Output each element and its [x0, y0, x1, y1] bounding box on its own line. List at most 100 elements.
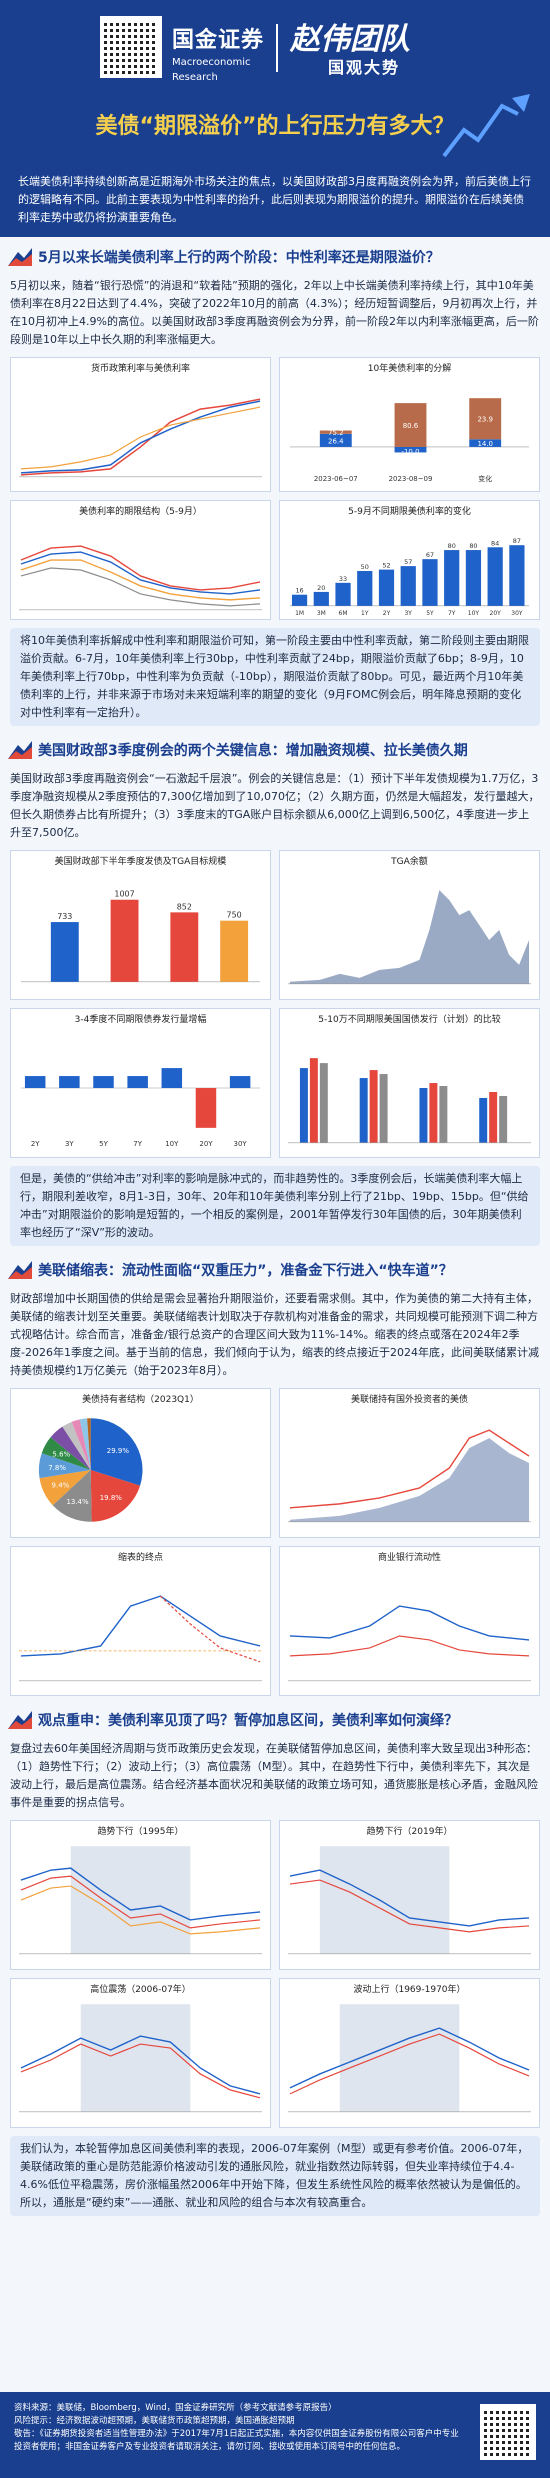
chart-issuance-compare: 5-10万不同期限美国国债发行（计划）的比较 — [279, 1008, 540, 1158]
brand-en-1: Macroeconomic — [172, 57, 251, 68]
s2-charts-row-1: 美国财政部下半年季度发债及TGA目标规模 733 1007 852 750 TGA余额 — [0, 846, 550, 1004]
bar — [220, 920, 249, 982]
pie-slice — [90, 1418, 143, 1486]
tga-area — [287, 890, 532, 985]
data-label: 750 — [227, 911, 242, 920]
s3-charts-row-2: 缩表的终点 商业银行流动性 — [0, 1542, 550, 1700]
chart-title: 10年美债利率的分解 — [367, 364, 452, 374]
bar — [110, 899, 139, 982]
increase-bars: 2Y 3Y 5Y 7Y 10Y 20Y 30Y — [20, 1068, 261, 1148]
section-2-title-text: 美国财政部3季度例会的两个关键信息：增加融资规模、拉长美债久期 — [38, 743, 468, 759]
section-4-title-text: 观点重申：美债利率见顶了吗？暂停加息区间，美债利率如何演绎？ — [38, 1713, 458, 1729]
data-label: 23.9 — [477, 416, 493, 424]
bar — [487, 547, 503, 606]
section-3-title-text: 美联储缩表：流动性面临“双重压力”，准备金下行进入“快车道”？ — [38, 1263, 453, 1279]
bar — [400, 566, 416, 606]
tick-label: 2023-06~07 — [314, 475, 358, 483]
brand-en-2: Research — [172, 72, 218, 83]
brand: 国金证券 Macroeconomic Research — [172, 22, 264, 84]
data-label: 50 — [361, 563, 369, 571]
pie-slice — [41, 1437, 91, 1471]
tick-label: 5Y — [99, 1140, 108, 1148]
bar — [195, 1088, 217, 1128]
data-label: 52 — [382, 562, 390, 570]
s4-paragraph-1: 复盘过去60年美国经济周期与货币政策历史会发现，在美联储暂停加息区间，美债利率大… — [10, 1742, 538, 1809]
chart-tga-balance: TGA余额 — [279, 850, 540, 1000]
s3-charts-row-1: 美债持有者结构（2023Q1） 29.9% 19.8% 13.4% 9.4% 7.8% 5… — [0, 1384, 550, 1542]
data-label: 13.4% — [66, 1498, 89, 1506]
chart-fed-holdings: 美联储持有国外投资者的美债 — [279, 1388, 540, 1538]
section-2-title: 美国财政部3季度例会的两个关键信息：增加融资规模、拉长美债久期 — [0, 730, 550, 766]
chart-title: TGA余额 — [391, 857, 428, 867]
footer: 资料来源：美联储，Bloomberg，Wind，国金证券研究所（参考文献请参考原… — [0, 2392, 550, 2478]
bar — [24, 1076, 46, 1089]
data-label: 29.9% — [107, 1447, 130, 1455]
s4-charts-row-1: 趋势下行（1995年） 趋势下行（2019年） — [0, 1816, 550, 1974]
bar — [357, 570, 373, 606]
chart-title: 商业银行流动性 — [377, 1553, 441, 1563]
section-marker-icon — [8, 741, 32, 759]
tick-label: 6M — [339, 610, 348, 617]
chart-title: 5-9月不同期限美债利率的变化 — [348, 507, 471, 517]
chart-1969-70: 波动上行（1969-1970年） — [279, 1978, 540, 2128]
lines-1995 — [18, 1846, 263, 1955]
pie-slice — [38, 1453, 91, 1479]
pie-slice — [87, 1418, 91, 1471]
data-label: 9.4% — [52, 1482, 70, 1490]
bar — [93, 1076, 114, 1089]
data-label: 19.8% — [100, 1494, 123, 1502]
data-label: 75.2 — [328, 429, 344, 437]
bar-term-premium — [319, 430, 352, 434]
bar — [313, 591, 329, 606]
data-label: 20 — [317, 584, 325, 592]
tick-label: 变化 — [478, 474, 492, 483]
pie-slice — [50, 1426, 91, 1471]
bar — [291, 594, 308, 606]
bar — [127, 1076, 148, 1089]
data-label: 80 — [448, 542, 456, 550]
chart-2019: 趋势下行（2019年） — [279, 1820, 540, 1970]
bar-neutral-rate — [394, 446, 427, 453]
chart-title: 5-10万不同期限美国国债发行（计划）的比较 — [318, 1015, 501, 1025]
bar — [161, 1068, 183, 1089]
issuance-bars: 733 1007 852 750 — [20, 890, 261, 983]
fed-holdings-area — [287, 1429, 532, 1523]
data-label: 80.6 — [403, 422, 419, 430]
rate-change-bars: 16 1M 20 3M 33 6M 50 1Y 52 2Y 57 3Y 67 5Y 80 7Y 80 10Y 84 2… — [289, 537, 530, 617]
chart-10y-decomposition: 10年美债利率的分解 75.2 26.4 2023-06~07 80.6 -10.0 20… — [279, 357, 540, 492]
data-label: 733 — [57, 912, 72, 921]
page-title: 美债“期限溢价”的上行压力有多大？ — [95, 114, 455, 139]
chart-title: 美国财政部下半年季度发债及TGA目标规模 — [54, 857, 227, 867]
bank-liquidity-lines — [287, 1605, 532, 1682]
team-name: 赵伟团队 — [290, 22, 410, 57]
bar — [465, 550, 482, 606]
data-label: 87 — [513, 537, 521, 545]
section-marker-icon — [8, 248, 32, 266]
chart-title: 3-4季度不同期限债券发行量增幅 — [74, 1015, 207, 1025]
tick-label: 7Y — [448, 610, 456, 617]
bar-neutral-rate — [469, 439, 502, 447]
tick-label: 3Y — [65, 1140, 74, 1148]
bar — [422, 559, 438, 606]
data-label: 5.6% — [52, 1451, 70, 1459]
s2-paragraph-1: 美国财政部3季度再融资例会“一石激起千层浪”。例会的关键信息是：（1）预计下半年… — [10, 772, 540, 839]
section-4-title: 观点重申：美债利率见顶了吗？暂停加息区间，美债利率如何演绎？ — [0, 1700, 550, 1736]
section-marker-icon — [8, 1261, 32, 1279]
compare-bars — [287, 1058, 532, 1144]
chart-title: 美债利率的期限结构（5-9月） — [79, 507, 202, 517]
header-divider — [276, 24, 278, 72]
brand-name: 国金证券 — [172, 28, 265, 53]
tick-label: 3M — [317, 610, 326, 617]
data-label: 852 — [177, 902, 192, 911]
bar — [509, 545, 525, 606]
bar-neutral-rate — [319, 433, 352, 447]
lines-1969 — [287, 2004, 532, 2113]
tick-label: 10Y — [165, 1140, 179, 1148]
bar — [229, 1076, 251, 1089]
s4-charts-row-2: 高位震荡（2006-07年） 波动上行（1969-1970年） — [0, 1974, 550, 2132]
tick-label: 1Y — [361, 610, 369, 617]
footer-disclaimer: 敬告：《证券期货投资者适当性管理办法》于2017年7月1日起正式实施，本内容仅供… — [14, 2429, 459, 2452]
tick-label: 5Y — [426, 610, 434, 617]
chart-2006-07: 高位震荡（2006-07年） — [10, 1978, 271, 2128]
